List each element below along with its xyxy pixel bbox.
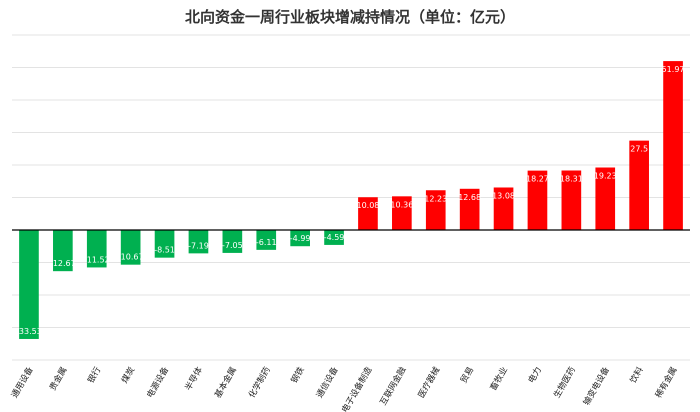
bar: [290, 230, 310, 247]
bar: [629, 140, 649, 230]
category-label: 饮料: [628, 365, 646, 386]
data-label: 12.23: [424, 194, 447, 203]
gridlines: [12, 34, 690, 361]
data-label: -4.99: [290, 234, 311, 243]
category-label: 基本金属: [212, 365, 239, 400]
data-label: -8.51: [154, 246, 175, 255]
category-labels: 通用设备 贵金属 银行 煤炭 电源设备 半导体 基本金属 化学制药 钢铁 通信设备 电子设备制造 互联…: [9, 365, 680, 412]
data-label: 10.36: [390, 200, 413, 209]
bar: [86, 230, 107, 268]
category-label: 电源设备: [145, 365, 172, 400]
data-label: 18.31: [560, 174, 583, 183]
bars: [19, 61, 683, 339]
category-label: 化学制药: [246, 365, 273, 400]
data-label: -11.52: [84, 255, 110, 264]
bar: [53, 230, 73, 272]
category-label: 贸易: [458, 365, 476, 385]
category-label: 电子设备制造: [340, 365, 375, 412]
category-label: 煤炭: [119, 365, 137, 386]
category-label: 医疗器械: [416, 365, 443, 400]
bar: [663, 61, 683, 230]
category-label: 半导体: [183, 365, 206, 393]
data-label: -7.05: [222, 241, 243, 250]
bar: [222, 230, 243, 253]
data-label: -10.67: [118, 253, 144, 262]
category-label: 生物医药: [551, 365, 578, 400]
chart-title: 北向资金一周行业板块增减持情况（单位：亿元）: [185, 8, 515, 26]
category-label: 通信设备: [314, 365, 341, 400]
data-label: 10.08: [356, 201, 379, 210]
bar: [120, 230, 141, 265]
data-label: 27.5: [630, 145, 648, 154]
data-label: -33.53: [16, 327, 42, 336]
bar: [188, 230, 209, 254]
data-label: -6.11: [256, 238, 277, 247]
category-label: 通用设备: [9, 365, 36, 400]
category-label: 输变电设备: [581, 365, 612, 408]
bar: [256, 230, 277, 250]
bar: [459, 188, 480, 230]
bar: [358, 197, 378, 230]
category-label: 贵金属: [47, 365, 69, 393]
category-label: 银行: [85, 365, 103, 386]
category-label: 钢铁: [289, 365, 307, 386]
bar: [425, 190, 446, 230]
data-label: 13.08: [492, 191, 515, 200]
bar: [19, 230, 39, 339]
data-label: 19.23: [594, 172, 617, 181]
data-label: 51.97: [662, 65, 685, 74]
data-label: 12.68: [458, 193, 481, 202]
bar: [561, 170, 582, 230]
bar: [527, 170, 548, 230]
data-label: -12.67: [50, 259, 76, 268]
category-label: 电力: [526, 365, 544, 385]
data-label: 18.27: [526, 175, 549, 184]
data-label: -7.19: [188, 241, 209, 250]
category-label: 互联网金融: [378, 365, 409, 408]
bar: [154, 230, 175, 258]
category-label: 稀有金属: [653, 365, 680, 400]
bar: [392, 196, 412, 230]
bar: [493, 187, 514, 230]
data-label: -4.59: [324, 233, 345, 242]
bar: [595, 167, 616, 230]
bar: [324, 230, 344, 245]
data-labels: -33.53 -12.67 -11.52 -10.67 -8.51 -7.19 -7.05 -…: [16, 65, 684, 336]
category-label: 畜牧业: [488, 365, 510, 393]
